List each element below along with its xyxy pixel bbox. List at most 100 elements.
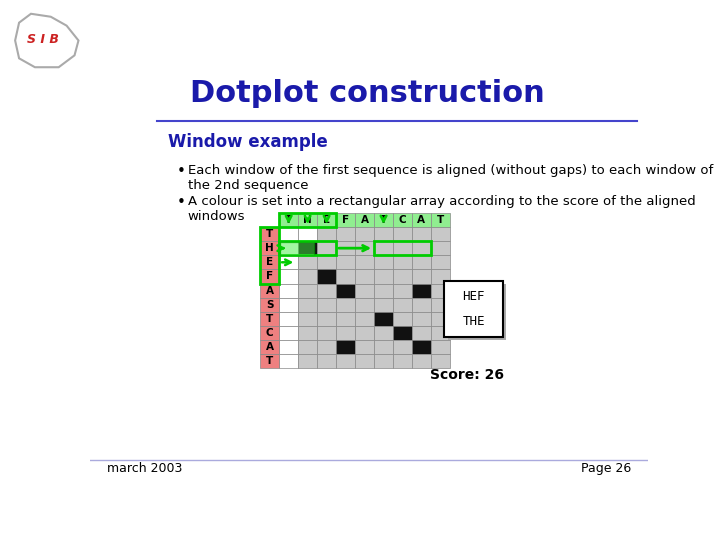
Bar bbox=[317, 298, 336, 312]
Bar bbox=[279, 298, 298, 312]
Text: T: T bbox=[266, 314, 274, 324]
Bar bbox=[336, 213, 355, 227]
Bar bbox=[374, 269, 393, 284]
Bar bbox=[298, 227, 317, 241]
Bar bbox=[298, 255, 317, 269]
Bar bbox=[412, 326, 431, 340]
Bar bbox=[412, 354, 431, 368]
Bar bbox=[260, 284, 279, 298]
Text: T: T bbox=[380, 215, 387, 225]
Bar bbox=[393, 284, 412, 298]
Bar bbox=[336, 241, 355, 255]
Bar bbox=[336, 255, 355, 269]
Text: Window example: Window example bbox=[168, 133, 328, 151]
Bar bbox=[317, 269, 336, 284]
Bar bbox=[279, 255, 298, 269]
Bar bbox=[298, 284, 317, 298]
Bar bbox=[355, 312, 374, 326]
Bar bbox=[260, 241, 279, 255]
Bar bbox=[412, 227, 431, 241]
Bar bbox=[317, 284, 336, 298]
Bar bbox=[260, 227, 279, 241]
Text: Score: 26: Score: 26 bbox=[430, 368, 504, 382]
Bar bbox=[279, 284, 298, 298]
Bar bbox=[374, 241, 431, 255]
Bar bbox=[298, 326, 317, 340]
Bar bbox=[298, 312, 317, 326]
Text: A: A bbox=[361, 215, 369, 225]
Bar bbox=[431, 326, 450, 340]
Bar bbox=[374, 284, 393, 298]
Bar bbox=[317, 354, 336, 368]
Bar bbox=[317, 255, 336, 269]
Bar bbox=[298, 241, 317, 255]
Bar bbox=[355, 227, 374, 241]
Bar bbox=[431, 255, 450, 269]
Bar bbox=[336, 298, 355, 312]
Text: F: F bbox=[342, 215, 349, 225]
Bar bbox=[298, 269, 317, 284]
Bar bbox=[393, 354, 412, 368]
Text: •: • bbox=[176, 194, 185, 210]
Bar bbox=[279, 326, 298, 340]
Bar bbox=[317, 227, 336, 241]
Bar bbox=[336, 354, 355, 368]
Text: S: S bbox=[266, 300, 274, 310]
Bar bbox=[355, 340, 374, 354]
Bar bbox=[317, 213, 336, 227]
Bar bbox=[279, 241, 298, 255]
Text: A: A bbox=[266, 342, 274, 352]
Bar bbox=[393, 340, 412, 354]
Bar bbox=[279, 241, 336, 255]
Bar bbox=[374, 213, 393, 227]
Bar bbox=[412, 312, 431, 326]
Bar bbox=[336, 227, 355, 241]
Text: T: T bbox=[266, 356, 274, 366]
Bar bbox=[412, 255, 431, 269]
Text: HEF: HEF bbox=[462, 290, 485, 303]
Bar bbox=[279, 354, 298, 368]
Bar bbox=[444, 281, 503, 337]
Text: T: T bbox=[266, 229, 274, 239]
Text: F: F bbox=[266, 272, 273, 281]
Bar bbox=[374, 312, 393, 326]
Text: THE: THE bbox=[462, 315, 485, 328]
Text: H: H bbox=[265, 243, 274, 253]
Text: T: T bbox=[437, 215, 444, 225]
Bar bbox=[431, 298, 450, 312]
Bar bbox=[393, 312, 412, 326]
Bar bbox=[279, 213, 298, 227]
Bar bbox=[393, 326, 412, 340]
Bar bbox=[298, 354, 317, 368]
Text: T: T bbox=[285, 215, 292, 225]
Bar bbox=[412, 284, 431, 298]
Bar bbox=[393, 298, 412, 312]
Text: Page 26: Page 26 bbox=[581, 462, 631, 475]
Bar bbox=[431, 354, 450, 368]
Bar bbox=[431, 213, 450, 227]
Bar bbox=[374, 255, 393, 269]
Bar bbox=[260, 255, 279, 269]
Bar bbox=[355, 326, 374, 340]
Bar bbox=[412, 241, 431, 255]
Bar bbox=[355, 213, 374, 227]
Bar bbox=[374, 241, 393, 255]
Text: S I B: S I B bbox=[27, 33, 59, 46]
Bar bbox=[317, 312, 336, 326]
Bar bbox=[412, 213, 431, 227]
Bar bbox=[374, 326, 393, 340]
Bar bbox=[336, 340, 355, 354]
Bar bbox=[355, 255, 374, 269]
Text: •: • bbox=[176, 164, 185, 179]
Bar bbox=[412, 340, 431, 354]
Bar bbox=[431, 284, 450, 298]
Bar bbox=[298, 298, 317, 312]
Text: C: C bbox=[266, 328, 274, 338]
Text: Dotplot construction: Dotplot construction bbox=[190, 79, 545, 109]
Bar bbox=[431, 241, 450, 255]
Bar bbox=[260, 326, 279, 340]
Text: A colour is set into a rectangular array according to the score of the aligned w: A colour is set into a rectangular array… bbox=[188, 194, 696, 222]
Bar bbox=[336, 326, 355, 340]
Bar bbox=[260, 354, 279, 368]
Bar bbox=[393, 241, 412, 255]
